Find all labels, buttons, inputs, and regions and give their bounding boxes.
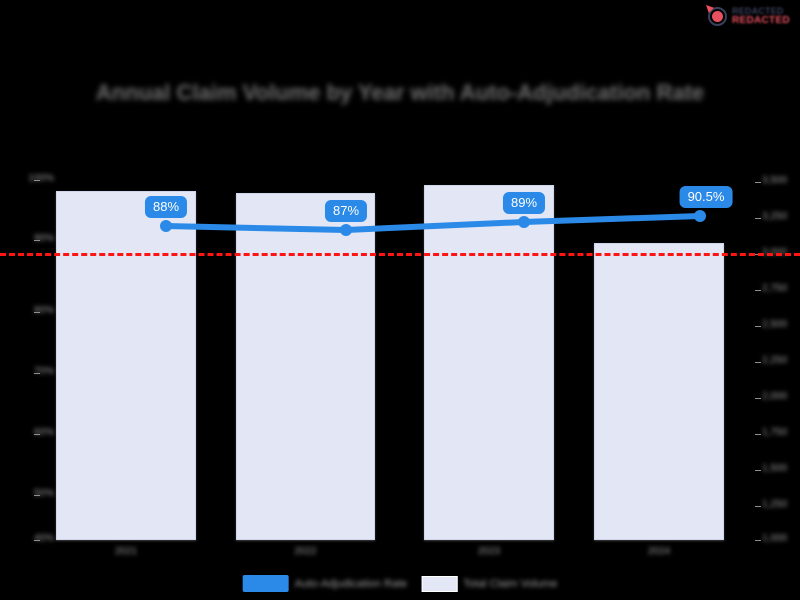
y-axis-right-tick-mark (755, 398, 761, 399)
y-axis-right-tick-mark (755, 506, 761, 507)
y-axis-left-tick-mark (34, 312, 40, 313)
y-axis-right-tick-mark (755, 470, 761, 471)
y-axis-left-tick-label: 100% (28, 173, 54, 184)
y-axis-left-tick-mark (34, 373, 40, 374)
chart-legend: Auto-Adjudication Rate Total Claim Volume (235, 571, 566, 596)
brand-line-2: REDACTED (732, 15, 790, 26)
legend-label: Auto-Adjudication Rate (294, 577, 408, 590)
y-axis-left-tick-label: 80% (33, 305, 54, 316)
y-axis-right-tick-label: 3,250 (762, 211, 788, 222)
x-axis-tick-label: 2022 (294, 546, 317, 557)
y-axis-left-tick-label: 90% (33, 233, 54, 244)
y-axis-right-tick-mark (755, 362, 761, 363)
legend-label: Total Claim Volume (463, 577, 558, 590)
x-axis-tick-label: 2023 (477, 546, 501, 557)
y-axis-right-tick-label: 2,000 (762, 391, 788, 402)
y-axis-right-tick-label: 2,500 (762, 319, 788, 330)
y-axis-right-tick-mark (755, 290, 761, 291)
bar-2023 (424, 185, 554, 540)
y-axis-right-tick-mark (755, 434, 761, 435)
line-point-2024 (694, 210, 706, 222)
y-axis-left-tick-mark (34, 180, 40, 181)
x-axis-tick-label: 2021 (114, 546, 138, 557)
y-axis-right-tick-mark (755, 218, 761, 219)
line-point-2023 (518, 216, 530, 228)
brand-logo-text: REDACTED REDACTED (732, 7, 790, 26)
y-axis-right-tick-label: 2,250 (762, 355, 788, 366)
line-point-2021 (160, 220, 172, 232)
bar-2024 (594, 243, 724, 540)
plot-area: 88% 87% 89% 90.5% (0, 178, 800, 540)
data-label-2022: 87% (324, 200, 368, 222)
y-axis-right-tick-label: 2,750 (762, 283, 788, 294)
y-axis-left-tick-label: 50% (33, 488, 54, 499)
y-axis-left-tick-label: 60% (33, 427, 54, 438)
data-label-2023: 89% (502, 192, 546, 214)
legend-item-1[interactable]: Auto-Adjudication Rate (242, 575, 408, 592)
line-series (160, 210, 706, 236)
brand-logo: REDACTED REDACTED (706, 3, 796, 30)
x-axis-tick-label: 2024 (647, 546, 671, 557)
legend-item-2[interactable]: Total Claim Volume (421, 575, 558, 592)
y-axis-right-tick-mark (755, 326, 761, 327)
chart-title: Annual Claim Volume by Year with Auto-Ad… (95, 80, 705, 105)
y-axis-right-tick-label: 3,000 (762, 247, 788, 258)
y-axis-left-tick-label: 70% (33, 366, 54, 377)
y-axis-right-tick-label: 1,250 (762, 499, 788, 510)
y-axis-left-tick-label: 40% (33, 533, 54, 544)
line-point-2022 (340, 224, 352, 236)
data-label-2024: 90.5% (679, 186, 733, 208)
y-axis-right-tick-label: 1,500 (762, 463, 788, 474)
y-axis-left-tick-mark (34, 495, 40, 496)
y-axis-left-tick-mark (34, 240, 40, 241)
reference-line (0, 253, 800, 256)
y-axis-right-tick-mark (755, 182, 761, 183)
y-axis-right-tick-label: 1,000 (762, 533, 788, 544)
y-axis-left-tick-mark (34, 540, 40, 541)
brand-line-1: REDACTED (732, 6, 784, 16)
legend-swatch-bar-icon (421, 575, 458, 592)
y-axis-right-tick-label: 3,500 (762, 175, 788, 186)
legend-swatch-line-icon (242, 575, 289, 592)
y-axis-right-tick-mark (755, 540, 761, 541)
bar-2022 (236, 193, 375, 540)
data-label-2021: 88% (144, 196, 188, 218)
y-axis-left-tick-mark (34, 434, 40, 435)
y-axis-right-tick-label: 1,750 (762, 427, 788, 438)
bar-2021 (56, 191, 196, 540)
target-logo-icon (706, 5, 729, 28)
